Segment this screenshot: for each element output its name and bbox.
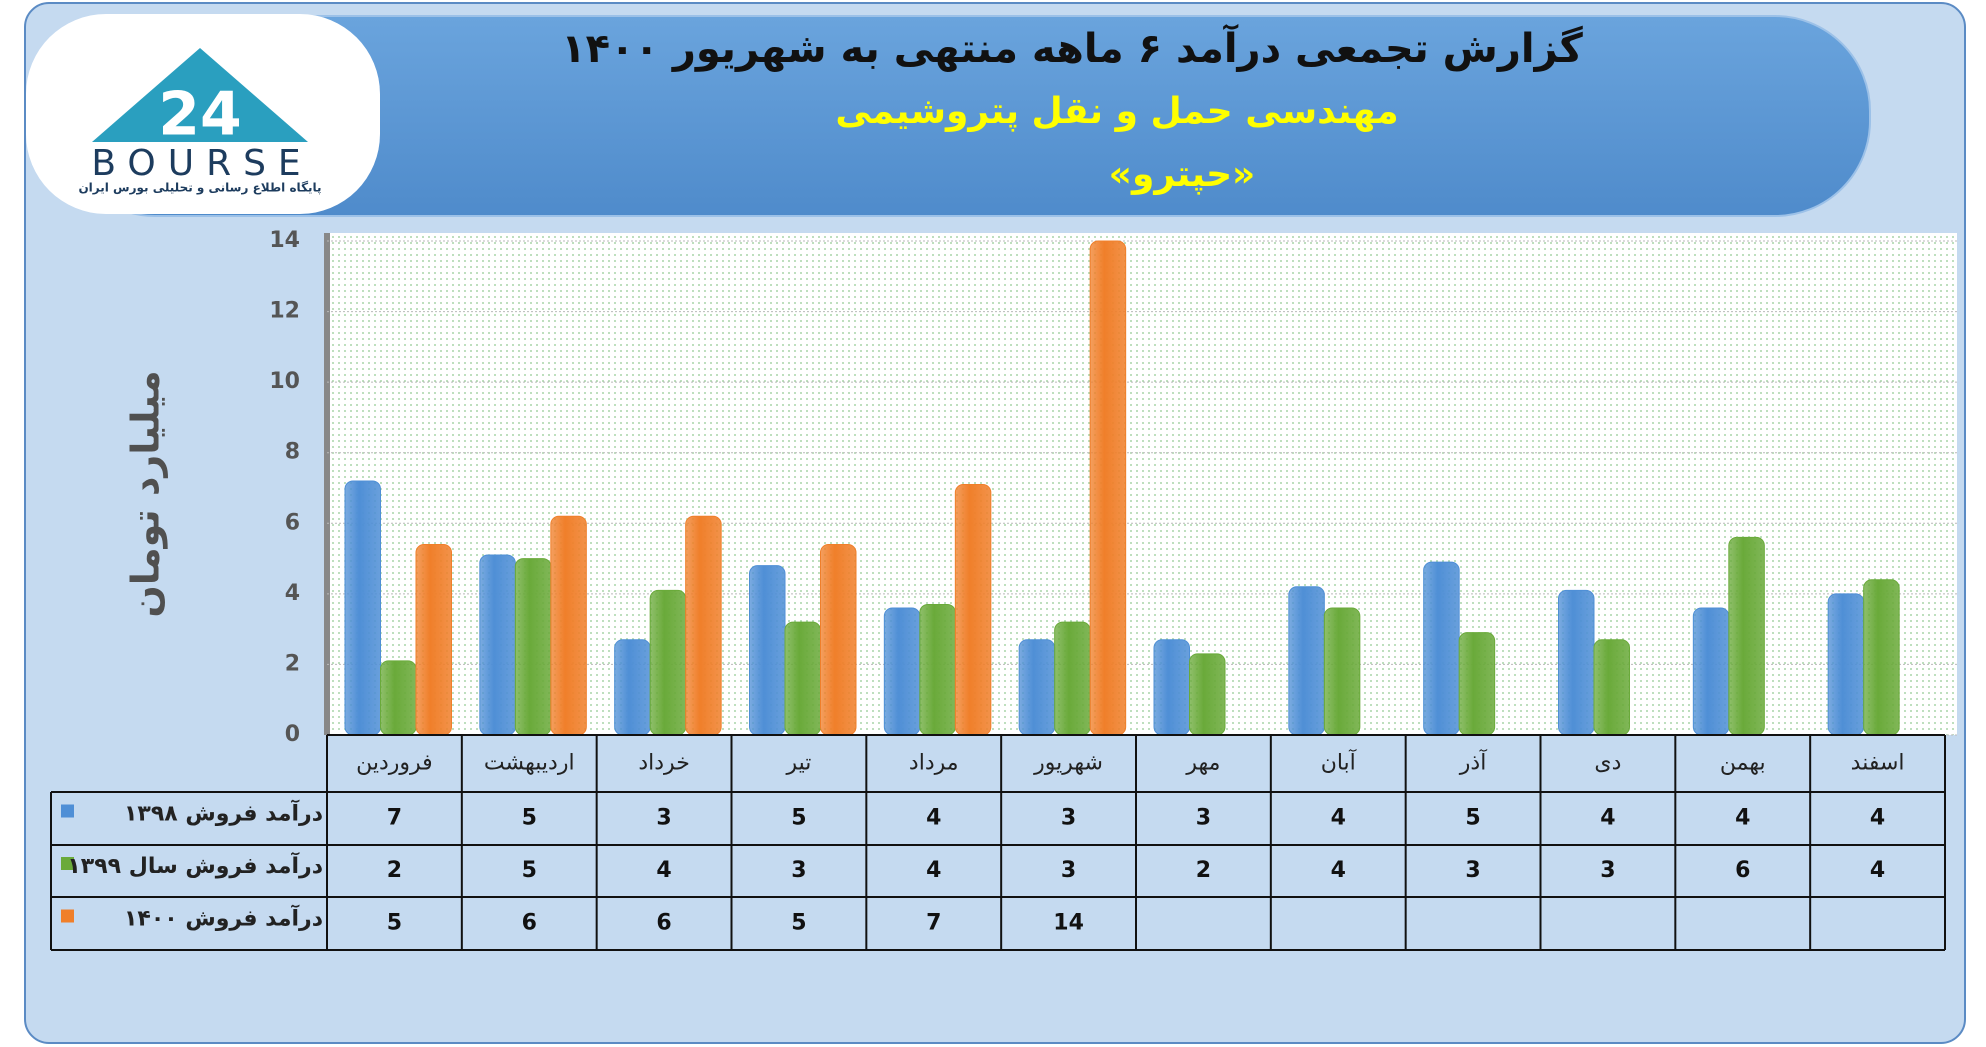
y-axis-label: میلیارد تومان xyxy=(124,370,168,617)
x-tick-label: خرداد xyxy=(638,751,689,776)
table-value: 4 xyxy=(926,858,941,883)
table-value: 7 xyxy=(926,911,941,936)
x-tick-label: مهر xyxy=(1185,751,1220,776)
table-value: 4 xyxy=(1331,858,1346,883)
plot-area xyxy=(327,233,1957,735)
table-value: 4 xyxy=(1735,806,1750,831)
chart-title: گزارش تجمعی درآمد ۶ ماهه منتهی به شهریور… xyxy=(561,23,1583,72)
x-tick-label: بهمن xyxy=(1720,751,1766,776)
x-tick-label: آذر xyxy=(1459,749,1487,776)
bar xyxy=(1153,639,1190,736)
table-value: 3 xyxy=(791,858,806,883)
table-value: 5 xyxy=(522,858,537,883)
x-tick-label: اردیبهشت xyxy=(484,751,575,776)
logo-text: BOURSE xyxy=(91,143,312,184)
table-value: 5 xyxy=(791,911,806,936)
bar xyxy=(1458,632,1496,736)
bar xyxy=(919,603,956,736)
table-value: 4 xyxy=(1600,806,1615,831)
bar xyxy=(344,480,381,736)
chart-subtitle: مهندسی حمل و نقل پتروشیمی xyxy=(835,91,1398,132)
table-value: 6 xyxy=(1735,858,1750,883)
table-value: 7 xyxy=(387,806,402,831)
table-value: 6 xyxy=(656,911,671,936)
bar xyxy=(1288,586,1325,736)
y-tick-label: 0 xyxy=(285,722,300,747)
table-value: 4 xyxy=(1870,806,1885,831)
table-value: 3 xyxy=(1196,806,1211,831)
bar xyxy=(1692,607,1730,736)
legend-marker xyxy=(61,804,74,818)
bar xyxy=(749,565,786,736)
table-value: 3 xyxy=(1061,858,1076,883)
table-value: 6 xyxy=(522,911,537,936)
x-tick-label: تیر xyxy=(785,751,811,776)
bar xyxy=(1323,607,1361,736)
table-value: 3 xyxy=(656,806,671,831)
bar xyxy=(614,639,651,736)
table-value: 2 xyxy=(387,858,402,883)
bar xyxy=(1189,653,1226,736)
bar xyxy=(1558,589,1595,736)
bar xyxy=(514,558,552,736)
legend-marker xyxy=(61,909,74,923)
bar xyxy=(415,543,452,736)
x-tick-label: فروردین xyxy=(356,751,433,776)
table-value: 3 xyxy=(1600,858,1615,883)
bar xyxy=(685,515,722,736)
x-tick-label: شهریور xyxy=(1033,751,1103,776)
table-value: 4 xyxy=(656,858,671,883)
bar xyxy=(1089,240,1127,736)
table-value: 5 xyxy=(1465,806,1480,831)
bar xyxy=(1827,593,1865,736)
logo-triangle xyxy=(92,48,308,142)
table-value: 3 xyxy=(1061,806,1076,831)
bar xyxy=(649,589,687,736)
bar xyxy=(479,554,516,736)
logo-tagline: پایگاه اطلاع رسانی و تحلیلی بورس ایران xyxy=(78,181,321,196)
bar xyxy=(1593,639,1630,736)
bar xyxy=(1728,536,1765,736)
bar xyxy=(380,660,417,736)
x-tick-label: دی xyxy=(1594,751,1621,776)
x-tick-label: آبان xyxy=(1321,749,1357,776)
y-tick-label: 14 xyxy=(269,228,300,253)
table-value: 4 xyxy=(1331,806,1346,831)
x-tick-label: مرداد xyxy=(909,751,959,776)
table-value: 5 xyxy=(387,911,402,936)
y-tick-label: 12 xyxy=(269,299,300,324)
x-tick-label: اسفند xyxy=(1851,751,1905,776)
table-value: 3 xyxy=(1465,858,1480,883)
bar xyxy=(1054,621,1091,736)
legend-label: درآمد فروش سال ۱۳۹۹ xyxy=(67,851,323,879)
legend-marker xyxy=(61,857,74,870)
logo-mark: 24 xyxy=(158,80,242,150)
table-value: 4 xyxy=(1870,858,1885,883)
bar xyxy=(954,483,992,736)
logo: 24 BOURSE پایگاه اطلاع رسانی و تحلیلی بو… xyxy=(26,14,380,214)
table-value: 5 xyxy=(522,806,537,831)
bar xyxy=(883,607,921,736)
bar xyxy=(820,543,857,736)
y-tick-label: 4 xyxy=(285,581,300,606)
table-value: 4 xyxy=(926,806,941,831)
legend-label: درآمد فروش ۱۴۰۰ xyxy=(124,904,323,932)
bar xyxy=(550,515,587,736)
y-tick-label: 10 xyxy=(269,369,300,394)
bar xyxy=(1018,639,1056,736)
bar xyxy=(1863,579,1900,736)
company-name: «حپترو» xyxy=(1109,154,1256,195)
bar xyxy=(784,621,821,736)
table-value: 2 xyxy=(1196,858,1211,883)
legend-label: درآمد فروش ۱۳۹۸ xyxy=(124,799,323,827)
bar xyxy=(1423,561,1460,736)
y-tick-label: 2 xyxy=(285,651,300,676)
table-value: 5 xyxy=(791,806,806,831)
table-value: 14 xyxy=(1053,911,1084,936)
y-tick-label: 6 xyxy=(285,510,300,535)
y-tick-label: 8 xyxy=(285,440,300,465)
